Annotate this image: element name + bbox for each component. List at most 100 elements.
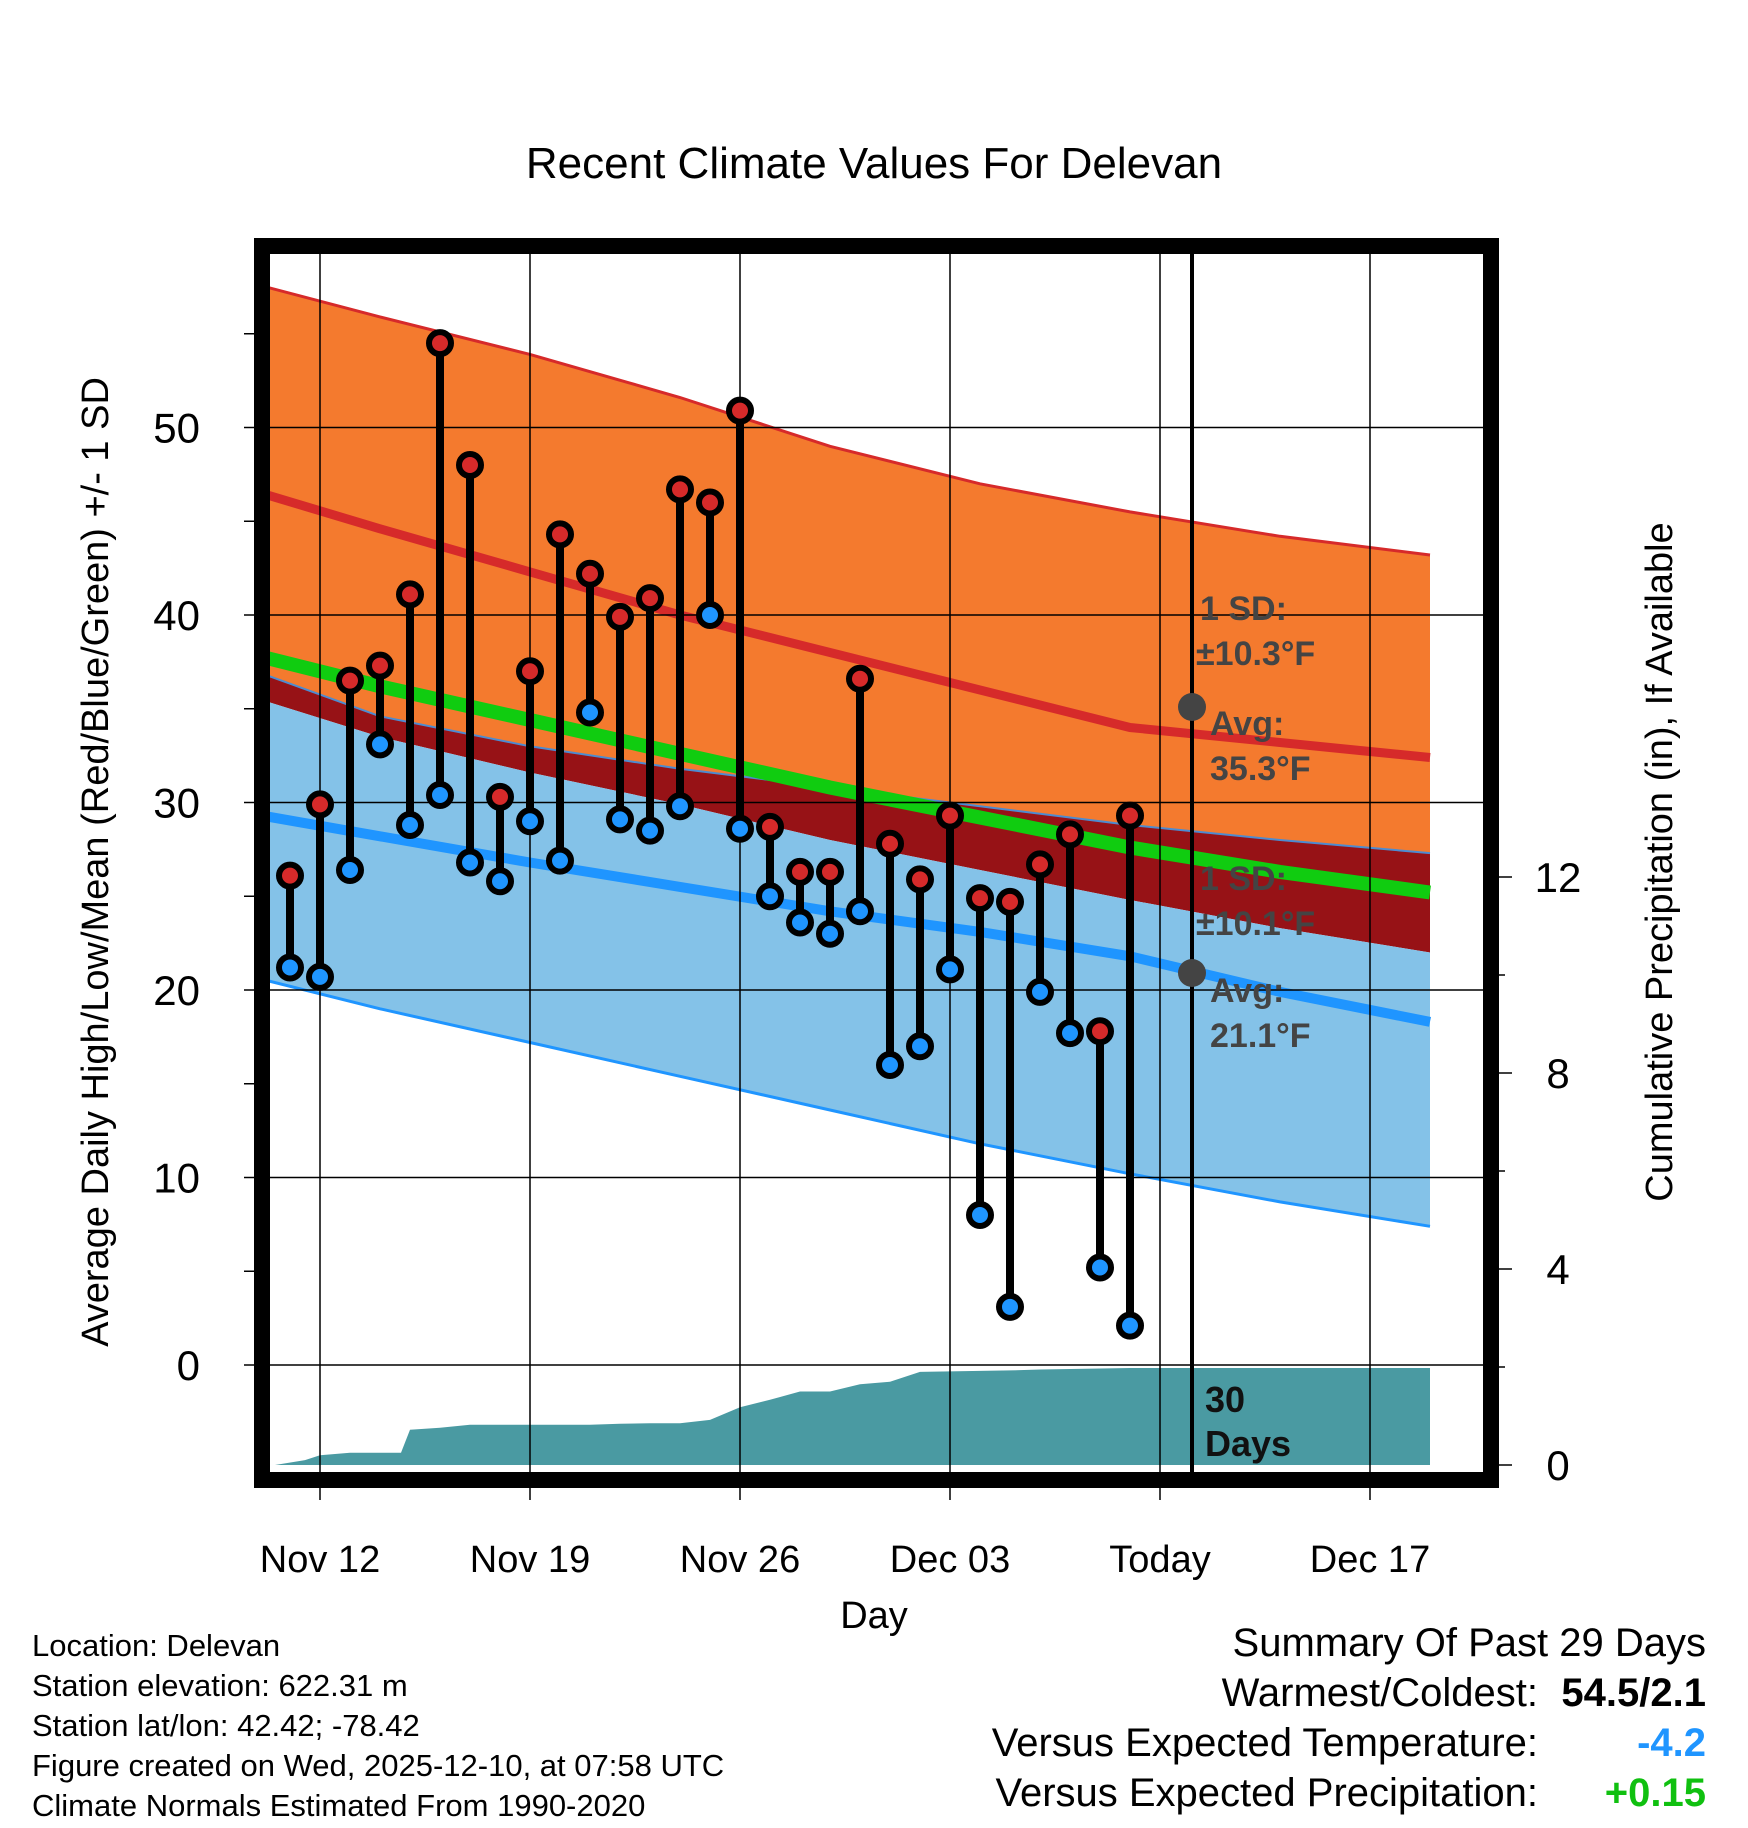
daily-low-point	[486, 867, 514, 896]
daily-high-point	[906, 865, 934, 894]
created-text: Figure created on Wed, 2025-12-10, at 07…	[32, 1748, 725, 1783]
precip-label: Versus Expected Precipitation:	[995, 1771, 1538, 1815]
summary-title: Summary Of Past 29 Days	[1232, 1621, 1706, 1665]
latlon-text: Station lat/lon: 42.42; -78.42	[32, 1708, 420, 1743]
daily-low-point	[1086, 1253, 1114, 1282]
daily-high-point	[696, 488, 724, 517]
daily-low-point	[786, 908, 814, 937]
daily-low-point	[876, 1051, 904, 1079]
daily-low-point	[396, 811, 424, 839]
high-plus-sd-line	[270, 286, 1431, 557]
daily-low-point	[576, 698, 604, 727]
low-sd-label: 1 SD:	[1200, 860, 1287, 898]
y2-axis-label: Cumulative Precipitation (in), If Availa…	[1639, 522, 1681, 1201]
high-sd-value: ±10.3°F	[1196, 635, 1315, 673]
daily-low-point	[816, 919, 844, 948]
daily-high-point	[996, 887, 1024, 916]
high-avg-label: Avg:	[1210, 705, 1284, 743]
daily-high-point	[1026, 850, 1054, 879]
elevation-text: Station elevation: 622.31 m	[32, 1668, 408, 1703]
daily-high-point	[1056, 820, 1084, 849]
warm-cold-label: Warmest/Coldest:	[1221, 1671, 1538, 1715]
summary-temp: Versus Expected Temperature: -4.2	[992, 1718, 1706, 1768]
high-sd-label: 1 SD:	[1200, 590, 1287, 628]
daily-low-point	[456, 848, 484, 877]
low-sd-value: ±10.1°F	[1196, 905, 1315, 943]
daily-high-point	[756, 812, 784, 841]
daily-high-point	[846, 664, 874, 693]
daily-low-point	[606, 805, 634, 834]
daily-low-point	[756, 882, 784, 911]
high-avg-line	[270, 491, 1431, 762]
daily-high-point	[636, 584, 664, 613]
daily-low-point	[936, 955, 964, 984]
y2-tick-label: 0	[1546, 1442, 1569, 1489]
daily-high-point	[1086, 1017, 1114, 1046]
x-axis-label: Day	[840, 1595, 908, 1637]
daily-high-point	[876, 829, 904, 858]
summary-warm-cold: Warmest/Coldest: 54.5/2.1	[992, 1668, 1706, 1718]
summary-panel: Summary Of Past 29 Days Warmest/Coldest:…	[992, 1618, 1706, 1818]
x-tick-label: Dec 03	[890, 1539, 1010, 1581]
daily-high-point	[666, 475, 694, 504]
daily-high-point	[426, 329, 454, 358]
daily-high-point	[606, 602, 634, 631]
y2-tick-label: 12	[1535, 854, 1582, 901]
daily-low-point	[696, 601, 724, 629]
daily-low-point	[546, 846, 574, 875]
x-tick-label: Today	[1109, 1539, 1210, 1581]
y-tick-label: 50	[153, 405, 200, 452]
daily-low-point	[306, 962, 334, 991]
daily-high-point	[486, 782, 514, 811]
x-tick-label: Nov 12	[260, 1539, 380, 1581]
daily-high-point	[576, 559, 604, 588]
high-avg-marker	[1178, 693, 1206, 721]
temp-label: Versus Expected Temperature:	[991, 1721, 1538, 1765]
precip-area	[270, 1368, 1430, 1465]
daily-high-point	[966, 884, 994, 913]
y2-tick-label: 8	[1546, 1050, 1569, 1097]
daily-high-point	[516, 657, 544, 686]
x-tick-label: Dec 17	[1310, 1539, 1430, 1581]
mean-avg-line	[270, 651, 1431, 900]
y-tick-label: 40	[153, 592, 200, 639]
daily-high-point	[456, 451, 484, 479]
plot-area	[270, 254, 1483, 1472]
daily-low-point	[996, 1292, 1024, 1321]
warm-cold-value: 54.5/2.1	[1561, 1671, 1706, 1715]
daily-high-point	[786, 857, 814, 886]
low-avg-marker	[1178, 959, 1206, 987]
normals-text: Climate Normals Estimated From 1990-2020	[32, 1788, 646, 1823]
station-info: Location: Delevan Station elevation: 622…	[32, 1626, 724, 1826]
low-avg-value: 21.1°F	[1210, 1017, 1311, 1055]
daily-low-point	[276, 953, 304, 982]
summary-precip: Versus Expected Precipitation: +0.15	[992, 1768, 1706, 1818]
daily-high-point	[336, 666, 364, 695]
daily-low-point	[1116, 1311, 1144, 1340]
daily-low-point	[516, 807, 544, 836]
daily-high-point	[726, 396, 754, 425]
daily-high-point	[546, 520, 574, 549]
daily-low-point	[366, 730, 394, 759]
y-tick-label: 20	[153, 967, 200, 1014]
x-tick-label: Nov 19	[470, 1539, 590, 1581]
chart-title: Recent Climate Values For Delevan	[526, 139, 1222, 188]
daily-high-point	[306, 790, 334, 819]
daily-low-point	[846, 897, 874, 926]
daily-low-point	[636, 816, 664, 845]
daily-low-point	[666, 792, 694, 821]
y-tick-label: 30	[153, 780, 200, 827]
y-tick-label: 10	[153, 1155, 200, 1202]
daily-low-point	[1056, 1019, 1084, 1048]
daily-high-point	[1116, 801, 1144, 830]
temp-value: -4.2	[1637, 1721, 1706, 1765]
daily-low-point	[1026, 977, 1054, 1006]
daily-high-point	[276, 861, 304, 890]
y2-tick-label: 4	[1546, 1246, 1569, 1293]
low-avg-label: Avg:	[1210, 972, 1284, 1010]
today-days-label: 30 Days	[1205, 1379, 1291, 1464]
daily-low-point	[726, 814, 754, 843]
daily-high-point	[816, 857, 844, 886]
daily-high-point	[936, 801, 964, 830]
